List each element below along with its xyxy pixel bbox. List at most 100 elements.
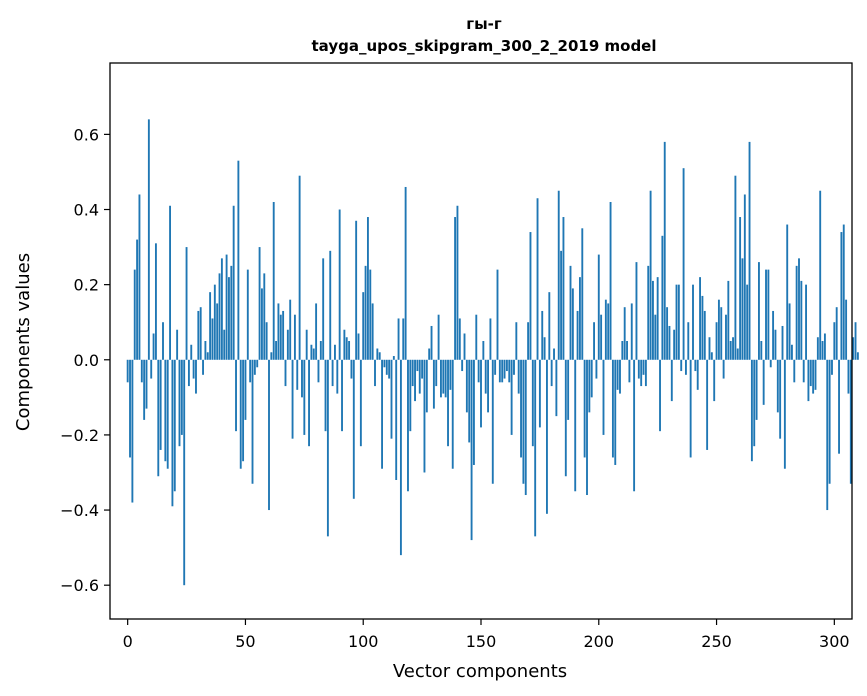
bar-150 (480, 359, 482, 428)
bar-252 (720, 307, 723, 360)
bar-241 (694, 359, 697, 372)
bar-33 (204, 341, 207, 360)
bar-170 (527, 322, 530, 360)
bar-81 (317, 359, 320, 383)
bar-233 (675, 284, 678, 360)
x-tick-label: 150 (466, 632, 497, 651)
bar-112 (390, 359, 393, 439)
bar-108 (381, 359, 383, 469)
x-tick-label: 250 (701, 632, 732, 651)
bar-223 (652, 280, 654, 360)
bar-142 (461, 359, 464, 372)
bar-235 (680, 359, 683, 372)
chart-title: гы-г (466, 15, 502, 33)
bar-24 (183, 359, 186, 586)
bar-40 (220, 258, 223, 360)
bar-293 (816, 337, 819, 360)
bar-102 (366, 217, 369, 360)
bar-286 (800, 280, 803, 360)
bar-276 (776, 359, 779, 413)
bar-59 (265, 322, 268, 360)
bar-122 (414, 359, 416, 402)
bar-175 (538, 359, 541, 428)
bar-10 (150, 359, 153, 379)
bar-26 (187, 359, 190, 387)
bar-92 (343, 329, 346, 360)
bar-236 (682, 168, 685, 360)
bar-149 (477, 359, 480, 383)
bar-140 (456, 205, 459, 360)
bar-254 (725, 314, 727, 360)
bar-275 (774, 329, 777, 360)
bar-309 (854, 322, 857, 360)
bar-6 (140, 359, 143, 383)
bar-56 (258, 247, 261, 360)
bar-50 (244, 359, 247, 420)
bar-213 (628, 359, 631, 383)
bar-222 (649, 190, 652, 360)
bar-113 (392, 356, 395, 360)
bar-82 (319, 341, 322, 360)
bar-294 (819, 190, 822, 360)
y-tick-label: −0.2 (60, 426, 99, 445)
bar-220 (644, 359, 647, 387)
bar-201 (600, 314, 603, 360)
x-tick-label: 100 (348, 632, 379, 651)
bar-267 (755, 359, 758, 420)
bar-0 (126, 359, 129, 383)
bar-298 (828, 359, 831, 484)
bar-135 (444, 359, 447, 398)
bar-303 (840, 232, 843, 360)
bar-207 (614, 359, 617, 465)
bar-3 (133, 269, 136, 360)
bar-208 (616, 359, 619, 390)
bar-244 (701, 295, 704, 360)
bar-265 (750, 359, 753, 462)
bar-185 (562, 217, 565, 360)
bar-54 (253, 359, 256, 375)
bar-114 (395, 359, 398, 480)
bar-270 (762, 359, 765, 405)
bar-147 (472, 359, 475, 465)
bar-152 (484, 359, 487, 394)
bar-161 (505, 359, 508, 372)
bar-202 (602, 359, 605, 435)
bar-93 (345, 337, 348, 360)
bar-36 (211, 318, 214, 360)
bar-239 (689, 359, 692, 458)
bar-95 (350, 359, 353, 379)
bar-12 (154, 243, 157, 360)
bar-183 (557, 190, 560, 360)
bar-63 (275, 341, 277, 360)
bar-9 (147, 119, 150, 360)
y-tick-label: −0.6 (60, 576, 99, 595)
bar-1 (129, 359, 131, 458)
bar-101 (364, 265, 367, 360)
bar-193 (581, 228, 584, 360)
bar-157 (496, 269, 499, 360)
bar-234 (677, 284, 680, 360)
bar-69 (289, 299, 292, 360)
bar-182 (555, 359, 558, 417)
bar-94 (348, 341, 351, 360)
bar-145 (468, 359, 471, 443)
bar-284 (795, 265, 798, 360)
bar-100 (362, 292, 365, 360)
bar-84 (324, 359, 327, 432)
bar-301 (835, 307, 838, 360)
bar-67 (284, 359, 287, 387)
y-axis-ticks: −0.6 −0.4 −0.2 0.0 0.2 0.4 0.6 (60, 125, 110, 595)
bar-151 (482, 341, 485, 360)
bar-203 (604, 299, 607, 360)
bar-165 (515, 322, 518, 360)
bar-186 (564, 359, 567, 477)
bar-148 (475, 314, 478, 360)
bar-232 (673, 329, 676, 360)
bar-189 (571, 288, 574, 360)
bar-22 (178, 359, 181, 447)
bar-133 (440, 359, 442, 398)
bar-264 (748, 141, 751, 360)
bar-173 (534, 359, 537, 537)
bar-194 (583, 359, 586, 458)
